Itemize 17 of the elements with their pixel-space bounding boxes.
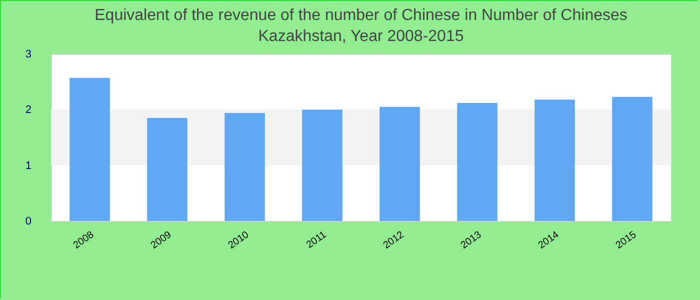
x-tick-label: 2009 [149,229,174,252]
y-tick-label: 2 [25,104,32,116]
bar [147,118,188,221]
chart-title: Equivalent of the revenue of the number of Chinese in Number of Chineses [94,7,628,24]
x-tick-label: 2010 [226,229,252,252]
y-tick-label: 3 [25,48,32,60]
bar [457,102,498,221]
bar [380,106,420,221]
bar [302,110,342,221]
y-tick-label: 0 [25,216,32,228]
bar [70,78,110,221]
bar [534,100,575,221]
y-tick-label: 1 [25,160,32,172]
bar [612,96,652,221]
x-tick-label: 2011 [304,229,329,251]
chart-subtitle: Kazakhstan, Year 2008-2015 [258,28,464,45]
bar [224,113,265,221]
